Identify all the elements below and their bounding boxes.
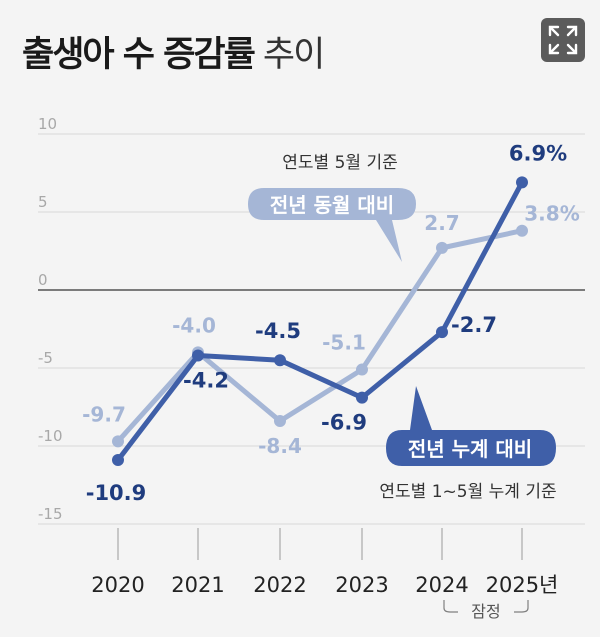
provisional-note: 잠정: [471, 602, 500, 621]
yoy-monthly-series-point: [436, 241, 448, 254]
y-tick-label: -5: [38, 349, 53, 367]
yoy-cumulative-data-label: 6.9%: [509, 141, 567, 165]
yoy-cumulative-legend-bubble: [386, 386, 556, 466]
yoy-cumulative-series-point: [112, 454, 124, 467]
yoy-monthly-legend-note: 연도별 5월 기준: [282, 153, 397, 173]
yoy-monthly-data-label: -4.0: [172, 313, 216, 337]
yoy-monthly-data-label: 3.8%: [524, 202, 579, 226]
yoy-monthly-series-point: [112, 435, 124, 448]
yoy-monthly-data-label: -9.7: [82, 402, 126, 426]
yoy-cumulative-series-point: [192, 349, 204, 362]
yoy-cumulative-legend-note: 연도별 1~5월 누계 기준: [379, 482, 556, 502]
x-tick-label: 2025년: [486, 573, 559, 597]
provisional-bracket: [443, 600, 529, 613]
yoy-cumulative-series-line: [115, 179, 525, 463]
yoy-monthly-series-point: [516, 224, 528, 237]
chart-title-main: 출생아 수 증감률: [22, 35, 256, 75]
yoy-monthly-series-line: [115, 228, 525, 444]
yoy-cumulative-series-point: [436, 326, 448, 339]
yoy-monthly-legend-bubble: [248, 188, 416, 262]
yoy-cumulative-series-point: [274, 354, 286, 367]
yoy-cumulative-series-point: [516, 176, 528, 189]
x-tick-label: 2020: [91, 573, 144, 597]
yoy-monthly-data-label: -5.1: [322, 331, 366, 355]
y-tick-label: -10: [38, 427, 63, 445]
expand-button[interactable]: [541, 18, 585, 62]
yoy-cumulative-data-label: -10.9: [86, 481, 147, 505]
y-tick-label: 10: [38, 115, 57, 133]
yoy-cumulative-series-point: [356, 391, 368, 404]
yoy-cumulative-legend-label: 전년 누계 대비: [408, 437, 532, 461]
yoy-monthly-series-point: [356, 363, 368, 376]
y-tick-label: 5: [38, 193, 48, 211]
yoy-monthly-data-label: 2.7: [424, 211, 459, 235]
yoy-monthly-series-point: [274, 415, 286, 428]
yoy-cumulative-data-label: -4.2: [183, 369, 229, 393]
chart-title: 출생아 수 증감률 추이: [22, 26, 325, 77]
yoy-cumulative-data-label: -4.5: [255, 319, 301, 343]
yoy-monthly-data-label: -8.4: [258, 434, 302, 458]
y-tick-label: 0: [38, 271, 48, 289]
x-tick-label: 2024: [415, 573, 468, 597]
chart-title-suffix: 추이: [262, 35, 325, 75]
expand-icon: [548, 25, 578, 55]
yoy-cumulative-data-label: -6.9: [321, 411, 367, 435]
y-tick-label: -15: [38, 505, 63, 523]
yoy-monthly-legend-label: 전년 동월 대비: [270, 193, 394, 217]
x-tick-label: 2023: [335, 573, 388, 597]
yoy-cumulative-data-label: -2.7: [451, 313, 497, 337]
x-tick-label: 2021: [171, 573, 224, 597]
x-tick-label: 2022: [253, 573, 306, 597]
